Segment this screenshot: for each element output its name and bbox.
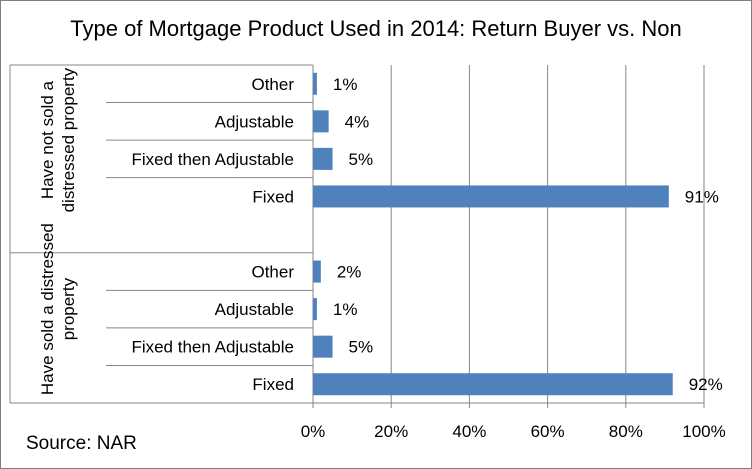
category-label: Adjustable — [215, 112, 294, 131]
bar — [313, 335, 333, 358]
category-label: Fixed then Adjustable — [131, 338, 294, 357]
bar — [313, 185, 669, 208]
category-label: Adjustable — [215, 300, 294, 319]
group-label: Have not sold a distressed property — [38, 67, 78, 212]
chart-title: Type of Mortgage Product Used in 2014: R… — [70, 16, 682, 41]
source-note: Source: NAR — [26, 433, 137, 454]
bar — [313, 147, 333, 170]
category-label: Fixed then Adjustable — [131, 150, 294, 169]
x-tick-label: 0% — [301, 422, 326, 441]
data-label: 4% — [345, 112, 370, 131]
data-label: 2% — [337, 263, 362, 282]
bar — [313, 110, 329, 133]
x-tick-label: 40% — [452, 422, 486, 441]
group-label: Have sold a distressed property — [38, 223, 78, 395]
bar — [313, 298, 317, 321]
x-tick-label: 20% — [374, 422, 408, 441]
data-label: 5% — [349, 338, 374, 357]
category-label: Other — [251, 75, 294, 94]
data-label: 1% — [333, 75, 358, 94]
data-label: 1% — [333, 300, 358, 319]
x-tick-label: 60% — [531, 422, 565, 441]
bar — [313, 373, 673, 396]
x-tick-label: 80% — [609, 422, 643, 441]
x-tick-label: 100% — [682, 422, 725, 441]
data-label: 5% — [349, 150, 374, 169]
bar — [313, 260, 321, 283]
data-label: 92% — [689, 375, 723, 394]
category-label: Fixed — [252, 375, 294, 394]
data-label: 91% — [685, 187, 719, 206]
category-label: Fixed — [252, 187, 294, 206]
category-label: Other — [251, 263, 294, 282]
bar — [313, 72, 317, 95]
